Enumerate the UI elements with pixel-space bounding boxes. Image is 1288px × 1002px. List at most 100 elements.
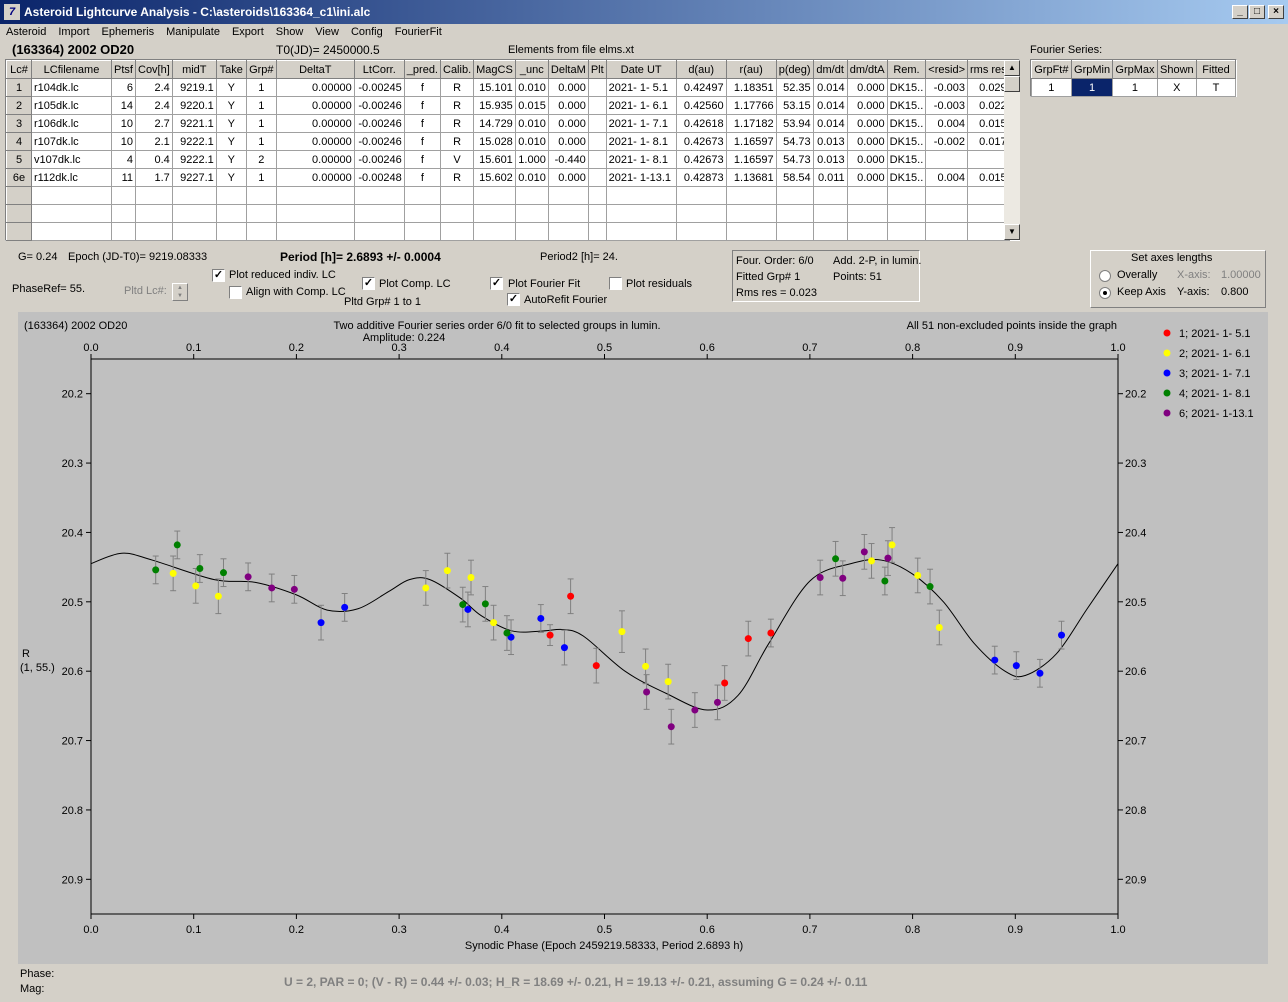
table-cell[interactable]: r104dk.lc [31,78,112,97]
table-row[interactable]: 2 r105dk.lc 14 2.4 9220.1 Y 1 0.00000 -0.00246 f R… [6,96,1010,115]
table-cell[interactable]: f [403,96,442,115]
table-row[interactable]: 6e r112dk.lc 11 1.7 9227.1 Y 1 0.00000 -0.00248 f… [6,168,1010,187]
column-header[interactable]: Grp# [245,60,277,79]
table-cell[interactable] [111,222,136,241]
table-cell[interactable]: 2021- 1- 5.1 [605,78,677,97]
fourier-cell[interactable]: 1 [1070,78,1114,97]
table-cell[interactable]: -0.003 [925,96,968,115]
table-cell[interactable] [439,222,475,241]
table-cell[interactable]: 15.602 [473,168,516,187]
align-comp-checkbox[interactable] [229,286,242,299]
pltd-lc-spinner[interactable]: ▲ ▼ [172,283,188,301]
table-cell[interactable]: -0.440 [547,150,589,169]
table-cell[interactable]: 54.73 [775,150,814,169]
table-cell[interactable]: 1.000 [514,150,549,169]
menu-ephemeris[interactable]: Ephemeris [101,26,155,38]
x-axis-value[interactable]: 1.00000 [1221,269,1261,281]
table-cell[interactable] [403,222,442,241]
plot-comp-checkbox[interactable]: ✓ [362,277,375,290]
table-cell[interactable]: 0.014 [812,78,848,97]
table-row[interactable] [6,222,1010,241]
table-cell[interactable]: 0.42673 [675,150,727,169]
menu-show[interactable]: Show [275,26,304,38]
table-cell[interactable]: 0.014 [812,96,848,115]
table-cell[interactable]: 0.017 [967,132,1010,151]
maximize-button[interactable]: □ [1249,5,1265,19]
table-row[interactable] [6,186,1010,205]
table-cell[interactable] [547,222,589,241]
plot-residuals-checkbox[interactable] [609,277,622,290]
row-header[interactable]: 4 [6,132,32,151]
table-cell[interactable]: 9221.1 [171,114,217,133]
column-header[interactable]: LCfilename [31,60,112,79]
scroll-down-icon[interactable]: ▼ [1004,224,1020,240]
table-cell[interactable]: -0.00248 [353,168,405,187]
menu-export[interactable]: Export [231,26,264,38]
column-header[interactable]: dm/dt [812,60,848,79]
table-cell[interactable]: 0.000 [547,96,589,115]
scroll-up-icon[interactable]: ▲ [1004,60,1020,76]
fourier-column-header[interactable]: Shown [1156,60,1198,79]
column-header[interactable]: <resid> [925,60,968,79]
table-cell[interactable]: 0.013 [812,150,848,169]
keep-axis-radio[interactable] [1099,287,1111,299]
menu-config[interactable]: Config [350,26,383,38]
table-cell[interactable]: -0.00246 [353,150,405,169]
autorefit-checkbox[interactable]: ✓ [507,293,520,306]
row-header[interactable]: 1 [6,78,32,97]
table-cell[interactable] [846,222,888,241]
table-cell[interactable]: r112dk.lc [31,168,112,187]
table-cell[interactable]: 1.16597 [725,150,777,169]
table-cell[interactable]: 0.015 [514,96,549,115]
plot-fourier-checkbox[interactable]: ✓ [490,277,503,290]
table-cell[interactable]: 0.000 [547,168,589,187]
table-cell[interactable]: 1.16597 [725,132,777,151]
column-header[interactable]: _unc [514,60,549,79]
table-cell[interactable]: 0.000 [547,132,589,151]
fourier-column-header[interactable]: GrpMin [1070,60,1114,79]
table-row[interactable] [6,204,1010,223]
table-cell[interactable]: v107dk.lc [31,150,112,169]
table-cell[interactable]: -0.003 [925,78,968,97]
table-cell[interactable]: 2021- 1- 7.1 [605,114,677,133]
fourier-column-header[interactable]: GrpMax [1112,60,1158,79]
column-header[interactable]: Ptsf [111,60,136,79]
column-header[interactable]: LtCorr. [353,60,405,79]
table-scrollbar[interactable]: ▲ ▼ [1004,60,1020,240]
fourier-cell[interactable]: 1 [1031,78,1072,97]
fourier-cell[interactable]: T [1196,78,1236,97]
menu-asteroid[interactable]: Asteroid [6,26,47,38]
column-header[interactable]: d(au) [675,60,727,79]
column-header[interactable]: dm/dtA [846,60,888,79]
table-cell[interactable]: 53.94 [775,114,814,133]
menu-import[interactable]: Import [58,26,90,38]
row-header[interactable]: 6e [6,168,32,187]
column-header[interactable]: Date UT [605,60,677,79]
scroll-thumb[interactable] [1004,76,1020,92]
table-cell[interactable]: DK15.. [886,78,927,97]
table-cell[interactable]: 0.013 [812,132,848,151]
row-header[interactable]: 3 [6,114,32,133]
overally-radio[interactable] [1099,270,1111,282]
table-cell[interactable]: -0.00245 [353,78,405,97]
table-cell[interactable]: 0.42618 [675,114,727,133]
menu-manipulate[interactable]: Manipulate [166,26,220,38]
table-cell[interactable]: -0.00246 [353,114,405,133]
column-header[interactable]: p(deg) [775,60,814,79]
fourier-column-header[interactable]: GrpFt# [1031,60,1072,79]
table-cell[interactable]: 2.1 [135,132,173,151]
table-cell[interactable]: 1.17766 [725,96,777,115]
table-cell[interactable]: 53.15 [775,96,814,115]
table-cell[interactable]: 0.010 [514,78,549,97]
table-cell[interactable]: 9227.1 [171,168,217,187]
table-row[interactable]: 3 r106dk.lc 10 2.7 9221.1 Y 1 0.00000 -0.00246 f R… [6,114,1010,133]
table-cell[interactable]: R [439,168,475,187]
fourier-cell[interactable]: X [1156,78,1198,97]
column-header[interactable]: DeltaM [547,60,589,79]
fourier-column-header[interactable]: Fitted [1196,60,1236,79]
minimize-button[interactable]: _ [1232,5,1248,19]
table-cell[interactable]: 0.000 [846,150,888,169]
column-header[interactable]: MagCS [473,60,516,79]
